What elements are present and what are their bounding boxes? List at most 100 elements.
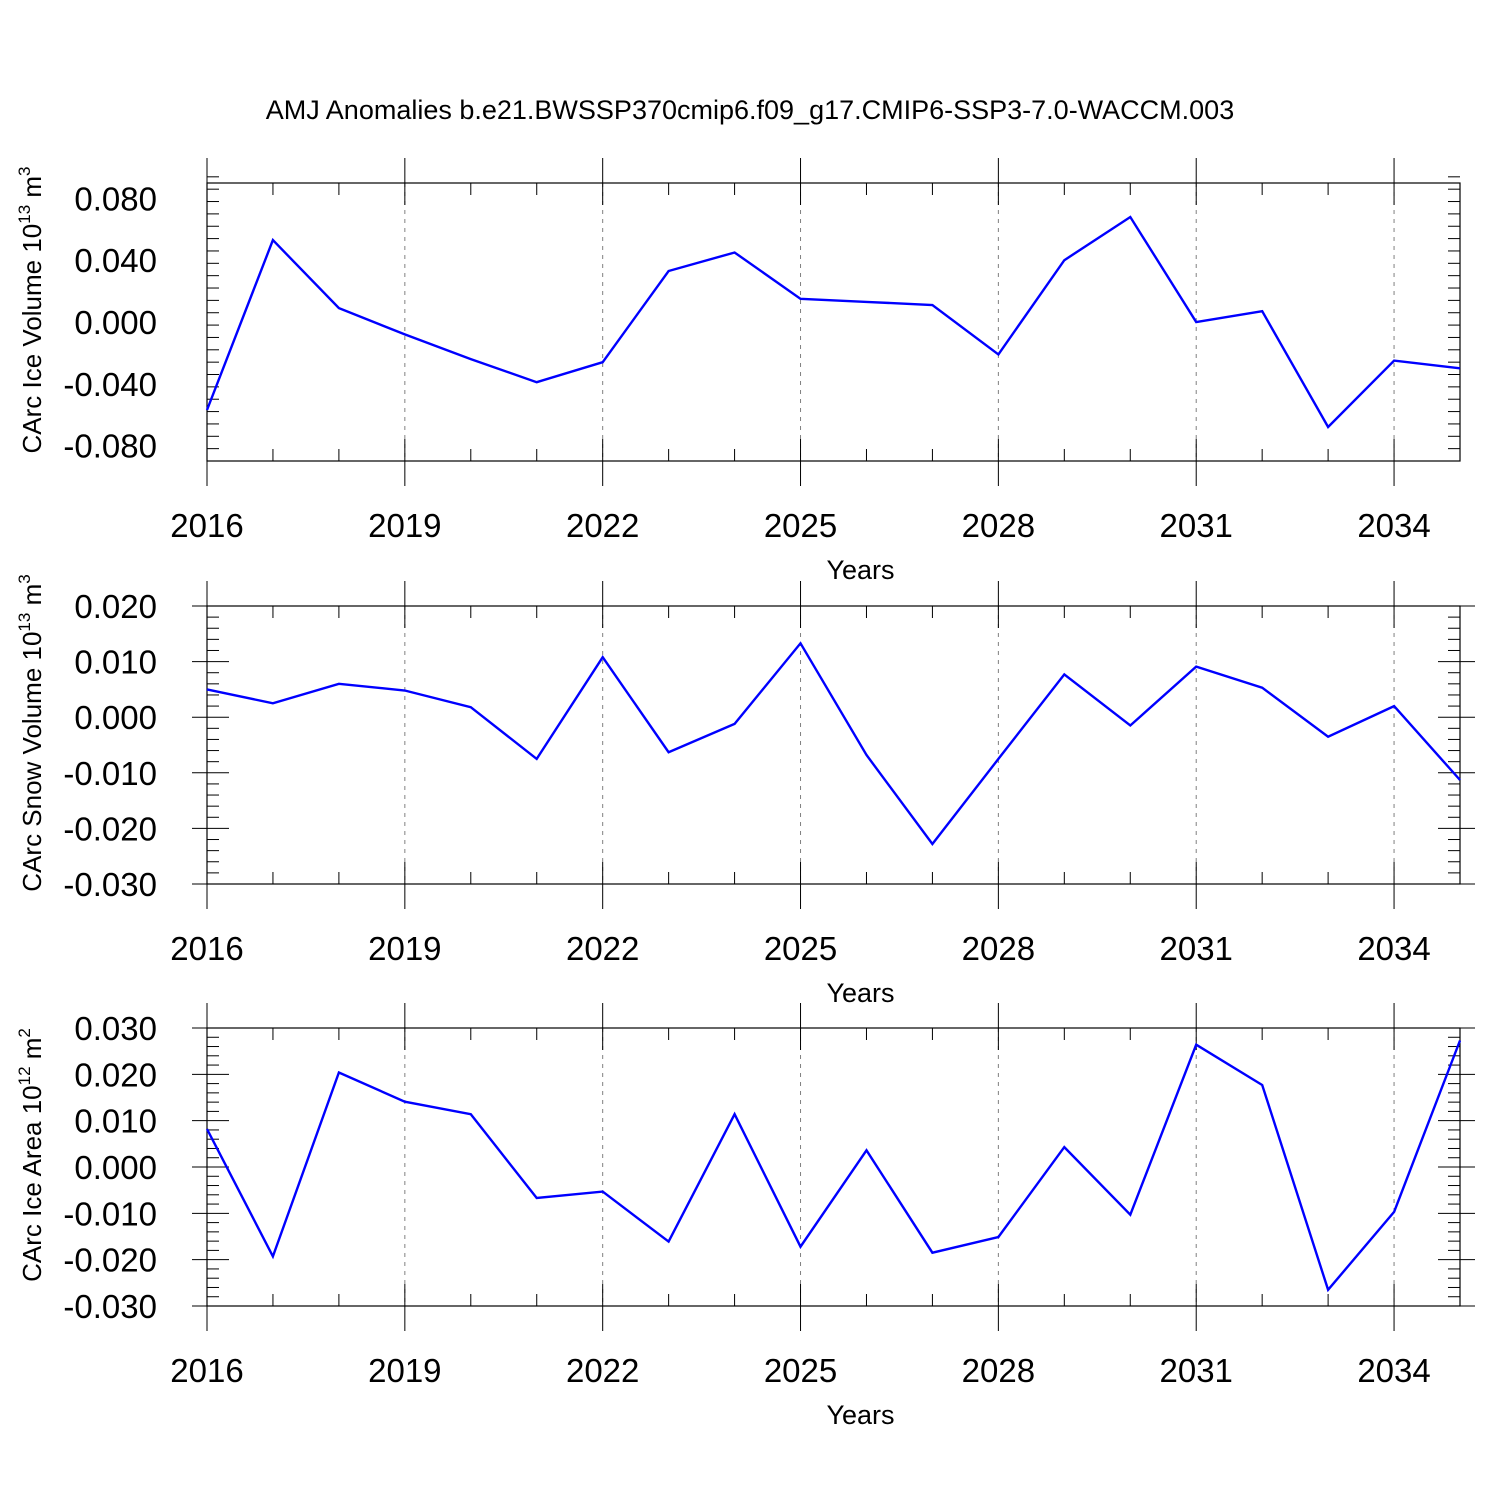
data-point bbox=[997, 758, 999, 760]
x-tick-label: 2025 bbox=[764, 507, 837, 544]
x-tick-label: 2028 bbox=[962, 507, 1035, 544]
x-tick-label: 2019 bbox=[368, 930, 441, 967]
data-point bbox=[1129, 724, 1131, 726]
x-tick-label: 2025 bbox=[764, 1352, 837, 1389]
data-point bbox=[865, 754, 867, 756]
data-point bbox=[206, 688, 208, 690]
panel-3: 2016 2019 2022 2025 2028 2031 2034 -0.030 -0.020… bbox=[15, 1003, 1475, 1430]
data-point bbox=[865, 1149, 867, 1151]
data-point bbox=[1063, 673, 1065, 675]
y-axis-label-unit: m bbox=[17, 584, 47, 613]
data-point bbox=[1459, 367, 1461, 369]
y-tick-label: 0.000 bbox=[74, 304, 157, 341]
x-tick-label: 2028 bbox=[962, 930, 1035, 967]
y-axis-label-exponent: 12 bbox=[15, 1066, 34, 1085]
y-tick-label: -0.040 bbox=[63, 366, 157, 403]
y-tick-label: -0.030 bbox=[63, 866, 157, 903]
data-point bbox=[733, 1113, 735, 1115]
x-tick-label: 2019 bbox=[368, 1352, 441, 1389]
data-point bbox=[1261, 1084, 1263, 1086]
figure-title: AMJ Anomalies b.e21.BWSSP370cmip6.f09_g1… bbox=[266, 95, 1234, 125]
panels: 2016 2019 2022 2025 2028 2031 2034 -0.080 -0.040… bbox=[15, 158, 1475, 1430]
data-point bbox=[1459, 779, 1461, 781]
y-tick-label: 0.000 bbox=[74, 1149, 157, 1186]
data-point bbox=[536, 381, 538, 383]
data-point bbox=[931, 304, 933, 306]
data-point bbox=[865, 301, 867, 303]
y-tick-label: 0.010 bbox=[74, 1103, 157, 1140]
y-tick-label: -0.010 bbox=[63, 755, 157, 792]
y-axis-label: CArc Snow Volume 1013 m3 bbox=[15, 574, 47, 891]
x-tick-label: 2031 bbox=[1159, 930, 1232, 967]
y-axis-label-main: CArc Snow Volume 10 bbox=[17, 632, 47, 892]
data-point bbox=[667, 270, 669, 272]
x-tick-label: 2022 bbox=[566, 1352, 639, 1389]
data-point bbox=[931, 1252, 933, 1254]
y-tick-label: -0.030 bbox=[63, 1288, 157, 1325]
data-point bbox=[1327, 735, 1329, 737]
y-tick-label: 0.030 bbox=[74, 1010, 157, 1047]
y-axis-label: CArc Ice Area 1012 m2 bbox=[15, 1028, 47, 1282]
data-point bbox=[1327, 1289, 1329, 1291]
x-axis-label: Years bbox=[826, 555, 894, 585]
series-line bbox=[205, 215, 1461, 429]
y-tick-label: 0.000 bbox=[74, 699, 157, 736]
plot-frame bbox=[206, 605, 1461, 885]
y-tick-label: 0.080 bbox=[74, 180, 157, 217]
data-point bbox=[1393, 359, 1395, 361]
data-point bbox=[338, 307, 340, 309]
data-point bbox=[1195, 1043, 1197, 1045]
y-tick-label: 0.040 bbox=[74, 242, 157, 279]
data-point bbox=[272, 1255, 274, 1257]
y-axis-label-unit: m bbox=[17, 176, 47, 205]
y-tick-label: 0.020 bbox=[74, 1056, 157, 1093]
data-point bbox=[667, 1240, 669, 1242]
x-axis-label: Years bbox=[826, 978, 894, 1008]
x-tick-label: 2031 bbox=[1159, 507, 1232, 544]
data-point bbox=[799, 642, 801, 644]
y-axis-label: CArc Ice Volume 1013 m3 bbox=[15, 166, 47, 453]
y-axis-label-exponent: 13 bbox=[15, 613, 34, 632]
series-line bbox=[205, 1040, 1462, 1293]
data-point bbox=[601, 656, 603, 658]
series-line bbox=[206, 641, 1461, 846]
y-axis-label-unit-exponent: 3 bbox=[15, 166, 34, 175]
data-point bbox=[470, 1113, 472, 1115]
data-point bbox=[1195, 321, 1197, 323]
x-tick-label: 2034 bbox=[1357, 1352, 1430, 1389]
data-point bbox=[1393, 1211, 1395, 1213]
y-axis-label-main: CArc Ice Volume 10 bbox=[17, 224, 47, 454]
y-axis-label-unit-exponent: 2 bbox=[15, 1028, 34, 1037]
x-tick-label: 2016 bbox=[170, 1352, 243, 1389]
data-point bbox=[733, 251, 735, 253]
data-point bbox=[1129, 216, 1131, 218]
data-point bbox=[404, 333, 406, 335]
data-point bbox=[1063, 259, 1065, 261]
y-axis-label-unit: m bbox=[17, 1038, 47, 1067]
data-point bbox=[1459, 1039, 1461, 1041]
panel-2: 2016 2019 2022 2025 2028 2031 2034 -0.030 -0.020… bbox=[15, 574, 1475, 1008]
data-point bbox=[536, 1197, 538, 1199]
data-point bbox=[667, 751, 669, 753]
x-tick-label: 2034 bbox=[1357, 507, 1430, 544]
data-point bbox=[470, 358, 472, 360]
x-tick-label: 2031 bbox=[1159, 1352, 1232, 1389]
x-tick-label: 2034 bbox=[1357, 930, 1430, 967]
plot-frame bbox=[206, 182, 1461, 462]
data-point bbox=[799, 298, 801, 300]
y-tick-label: 0.010 bbox=[74, 644, 157, 681]
data-point bbox=[404, 689, 406, 691]
y-tick-label: -0.020 bbox=[63, 810, 157, 847]
data-point bbox=[1195, 665, 1197, 667]
x-tick-label: 2019 bbox=[368, 507, 441, 544]
data-point bbox=[1261, 687, 1263, 689]
data-point bbox=[601, 1190, 603, 1192]
data-point bbox=[206, 1128, 208, 1130]
x-tick-label: 2022 bbox=[566, 930, 639, 967]
y-tick-label: -0.020 bbox=[63, 1242, 157, 1279]
data-point bbox=[601, 361, 603, 363]
data-point bbox=[1063, 1146, 1065, 1148]
plot-frame bbox=[206, 1027, 1461, 1307]
data-point bbox=[997, 1236, 999, 1238]
